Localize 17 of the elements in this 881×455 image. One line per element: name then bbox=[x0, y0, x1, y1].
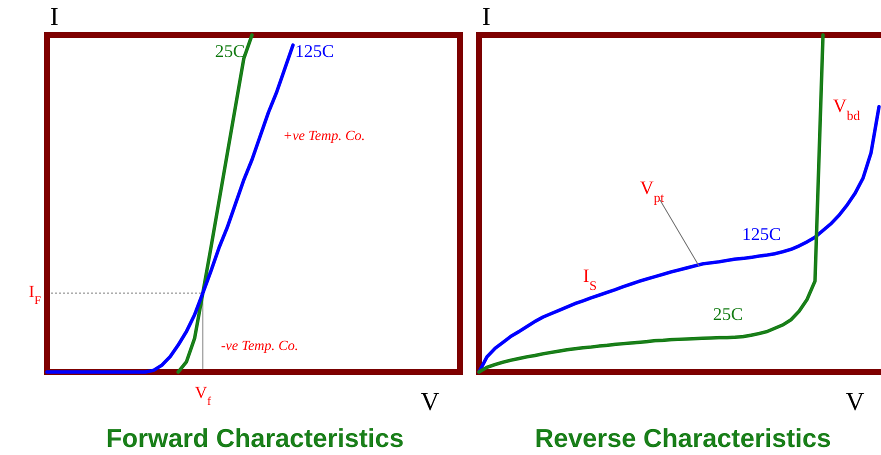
y-axis-title: I bbox=[50, 2, 59, 31]
annotation: V$_{bd}$ bbox=[833, 96, 860, 122]
text: Reverse Characteristics bbox=[534, 423, 832, 453]
ref-line-label: I$_{F}$ bbox=[28, 282, 42, 308]
series-label: 125C bbox=[295, 41, 334, 61]
annotation: V$_{pt}$ bbox=[640, 178, 664, 204]
annotation: -ve Temp. Co. bbox=[221, 339, 298, 354]
annotation: +ve Temp. Co. bbox=[283, 129, 366, 144]
series-label: 125C bbox=[742, 224, 782, 244]
text: V$_{f}$ bbox=[194, 383, 212, 408]
series-label: 25C bbox=[214, 41, 245, 61]
y-axis-title: I bbox=[482, 2, 491, 31]
x-axis-title: V bbox=[420, 387, 440, 416]
text: Forward Characteristics bbox=[106, 423, 404, 453]
annotation: I$_{S}$ bbox=[583, 266, 597, 292]
series-label: 25C bbox=[713, 304, 744, 324]
x-axis-title: V bbox=[846, 387, 865, 416]
